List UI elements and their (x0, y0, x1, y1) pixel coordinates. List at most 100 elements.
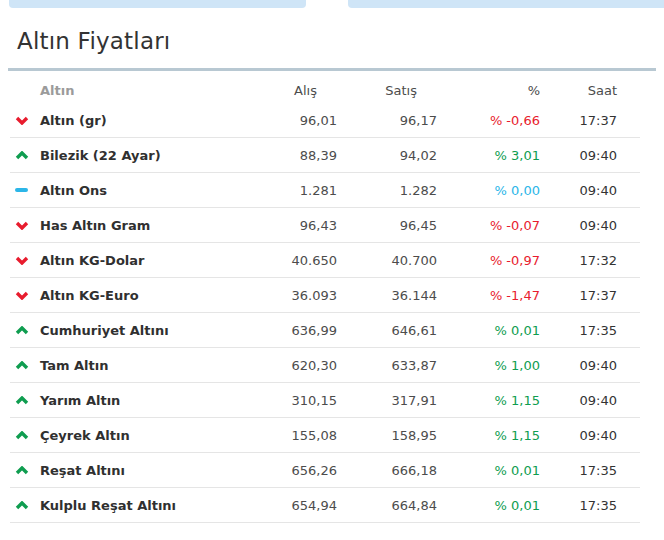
row-name: Yarım Altın (40, 393, 240, 408)
row-name: Çeyrek Altın (40, 428, 240, 443)
trend-icon (10, 326, 40, 335)
table-header-row: Altın Alış Satış % Saat (10, 78, 640, 103)
row-sell-price: 96,45 (337, 218, 437, 233)
row-time: 17:37 (540, 113, 617, 128)
row-change-percent: % -0,66 (437, 113, 540, 128)
trend-icon (10, 151, 40, 160)
title-divider (8, 68, 656, 71)
row-name: Bilezik (22 Ayar) (40, 148, 240, 163)
table-row[interactable]: Kulplu Reşat Altını 654,94 664,84 % 0,01… (10, 488, 640, 523)
arrow-down-icon (15, 256, 29, 265)
row-sell-price: 317,91 (337, 393, 437, 408)
trend-icon (10, 466, 40, 475)
row-sell-price: 646,61 (337, 323, 437, 338)
column-header-change: % (437, 83, 540, 98)
row-time: 09:40 (540, 358, 617, 373)
table-row[interactable]: Cumhuriyet Altını 636,99 646,61 % 0,01 1… (10, 313, 640, 348)
row-sell-price: 158,95 (337, 428, 437, 443)
tab-indicator-left[interactable] (9, 0, 306, 8)
row-buy-price: 36.093 (240, 288, 337, 303)
trend-icon (10, 221, 40, 230)
row-buy-price: 40.650 (240, 253, 337, 268)
trend-icon (10, 188, 40, 192)
row-name: Altın KG-Euro (40, 288, 240, 303)
row-time: 17:37 (540, 288, 617, 303)
row-buy-price: 656,26 (240, 463, 337, 478)
arrow-down-icon (15, 291, 29, 300)
row-change-percent: % 0,01 (437, 323, 540, 338)
trend-icon (10, 501, 40, 510)
row-buy-price: 96,43 (240, 218, 337, 233)
row-sell-price: 40.700 (337, 253, 437, 268)
dash-icon (15, 188, 28, 192)
row-time: 17:32 (540, 253, 617, 268)
column-header-sell: Satış (337, 83, 437, 98)
row-time: 09:40 (540, 183, 617, 198)
table-row[interactable]: Altın KG-Dolar 40.650 40.700 % -0,97 17:… (10, 243, 640, 278)
trend-icon (10, 431, 40, 440)
row-change-percent: % 3,01 (437, 148, 540, 163)
row-sell-price: 1.282 (337, 183, 437, 198)
row-time: 17:35 (540, 323, 617, 338)
row-name: Altın KG-Dolar (40, 253, 240, 268)
row-buy-price: 310,15 (240, 393, 337, 408)
arrow-down-icon (15, 116, 29, 125)
column-header-buy: Alış (240, 83, 337, 98)
table-row[interactable]: Reşat Altını 656,26 666,18 % 0,01 17:35 (10, 453, 640, 488)
table-row[interactable]: Altın Ons 1.281 1.282 % 0,00 09:40 (10, 173, 640, 208)
row-name: Reşat Altını (40, 463, 240, 478)
column-header-name: Altın (40, 83, 240, 98)
row-change-percent: % -0,97 (437, 253, 540, 268)
arrow-up-icon (15, 431, 29, 440)
column-header-time: Saat (540, 83, 617, 98)
row-buy-price: 620,30 (240, 358, 337, 373)
table-row[interactable]: Altın KG-Euro 36.093 36.144 % -1,47 17:3… (10, 278, 640, 313)
row-name: Altın Ons (40, 183, 240, 198)
trend-icon (10, 291, 40, 300)
row-name: Kulplu Reşat Altını (40, 498, 240, 513)
row-buy-price: 1.281 (240, 183, 337, 198)
arrow-up-icon (15, 396, 29, 405)
gold-prices-table: Altın Alış Satış % Saat Altın (gr) 96,01… (10, 78, 640, 523)
trend-icon (10, 256, 40, 265)
row-sell-price: 96,17 (337, 113, 437, 128)
table-row[interactable]: Yarım Altın 310,15 317,91 % 1,15 09:40 (10, 383, 640, 418)
page-title: Altın Fiyatları (17, 28, 170, 54)
trend-icon (10, 396, 40, 405)
row-sell-price: 36.144 (337, 288, 437, 303)
row-buy-price: 155,08 (240, 428, 337, 443)
arrow-up-icon (15, 466, 29, 475)
row-sell-price: 666,18 (337, 463, 437, 478)
row-buy-price: 654,94 (240, 498, 337, 513)
row-name: Cumhuriyet Altını (40, 323, 240, 338)
row-change-percent: % -0,07 (437, 218, 540, 233)
trend-icon (10, 361, 40, 370)
row-time: 09:40 (540, 148, 617, 163)
tab-indicator-right[interactable] (348, 0, 664, 8)
table-row[interactable]: Altın (gr) 96,01 96,17 % -0,66 17:37 (10, 103, 640, 138)
row-change-percent: % -1,47 (437, 288, 540, 303)
table-row[interactable]: Bilezik (22 Ayar) 88,39 94,02 % 3,01 09:… (10, 138, 640, 173)
arrow-up-icon (15, 361, 29, 370)
row-change-percent: % 0,01 (437, 498, 540, 513)
table-row[interactable]: Tam Altın 620,30 633,87 % 1,00 09:40 (10, 348, 640, 383)
row-change-percent: % 1,15 (437, 393, 540, 408)
arrow-up-icon (15, 326, 29, 335)
row-name: Tam Altın (40, 358, 240, 373)
row-buy-price: 636,99 (240, 323, 337, 338)
row-sell-price: 633,87 (337, 358, 437, 373)
row-name: Has Altın Gram (40, 218, 240, 233)
arrow-up-icon (15, 501, 29, 510)
table-row[interactable]: Çeyrek Altın 155,08 158,95 % 1,15 09:40 (10, 418, 640, 453)
gold-prices-widget: Altın Fiyatları Altın Alış Satış % Saat … (0, 0, 664, 540)
row-change-percent: % 0,01 (437, 463, 540, 478)
row-sell-price: 664,84 (337, 498, 437, 513)
row-change-percent: % 1,15 (437, 428, 540, 443)
trend-icon (10, 116, 40, 125)
row-time: 17:35 (540, 463, 617, 478)
arrow-down-icon (15, 221, 29, 230)
arrow-up-icon (15, 151, 29, 160)
table-row[interactable]: Has Altın Gram 96,43 96,45 % -0,07 09:40 (10, 208, 640, 243)
row-time: 09:40 (540, 218, 617, 233)
row-change-percent: % 1,00 (437, 358, 540, 373)
